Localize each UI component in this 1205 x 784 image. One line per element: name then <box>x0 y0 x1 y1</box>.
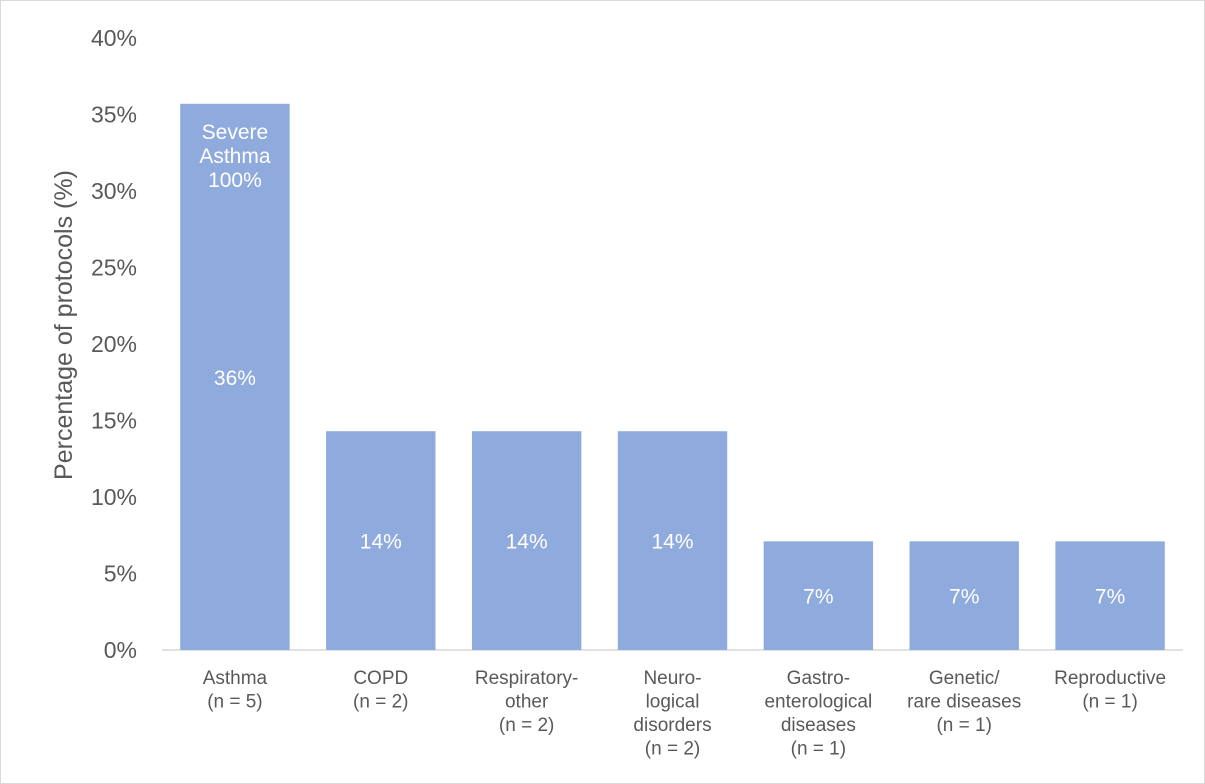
y-axis-label: Percentage of protocols (%) <box>50 170 78 480</box>
x-category-label: (n = 1) <box>1082 692 1137 713</box>
bar <box>180 103 290 651</box>
x-category-label: logical <box>646 692 700 713</box>
y-tick-label: 20% <box>91 331 137 357</box>
x-category-label: diseases <box>781 715 856 736</box>
data-label: 7% <box>1095 586 1125 609</box>
data-label: 14% <box>360 531 402 554</box>
x-category-label: Respiratory- <box>475 668 578 689</box>
bar <box>471 431 582 650</box>
y-tick-label: 30% <box>91 178 137 204</box>
data-label: 36% <box>214 367 256 390</box>
bar <box>909 541 1019 650</box>
x-category-label: Asthma <box>203 668 268 689</box>
data-label: 14% <box>651 531 693 554</box>
data-label: 7% <box>949 586 979 609</box>
x-category-label: other <box>505 692 549 713</box>
x-category-label: Genetic/ <box>929 668 1000 689</box>
bar-annotation: Asthma <box>199 145 271 168</box>
x-category-label: (n = 2) <box>353 692 408 713</box>
y-tick-label: 15% <box>91 408 137 434</box>
y-tick-label: 10% <box>91 484 137 510</box>
bar <box>1055 541 1165 650</box>
bar <box>617 431 728 650</box>
data-label: 14% <box>506 531 548 554</box>
x-category-label: COPD <box>353 668 408 689</box>
x-category-label: (n = 5) <box>207 692 262 713</box>
y-tick-label: 40% <box>91 25 137 51</box>
data-label: 7% <box>803 586 833 609</box>
x-category-label: Reproductive <box>1054 668 1166 689</box>
bar-annotation: Severe <box>202 121 269 144</box>
x-category-label: rare diseases <box>907 692 1021 713</box>
x-category-label: Gastro- <box>787 668 850 689</box>
y-tick-label: 25% <box>91 255 137 281</box>
x-category-label: (n = 1) <box>936 715 991 736</box>
bar <box>763 541 874 650</box>
x-category-label: Neuro- <box>643 668 701 689</box>
y-tick-label: 5% <box>104 561 137 587</box>
y-tick-label: 35% <box>91 102 137 128</box>
x-category-label: enterological <box>764 692 872 713</box>
x-category-label: (n = 2) <box>499 715 554 736</box>
x-category-label: (n = 1) <box>791 739 846 760</box>
x-category-label: (n = 2) <box>645 739 700 760</box>
y-tick-label: 0% <box>104 637 137 663</box>
bar <box>326 431 436 650</box>
bar-annotation: 100% <box>208 169 262 192</box>
x-category-label: disorders <box>633 715 711 736</box>
